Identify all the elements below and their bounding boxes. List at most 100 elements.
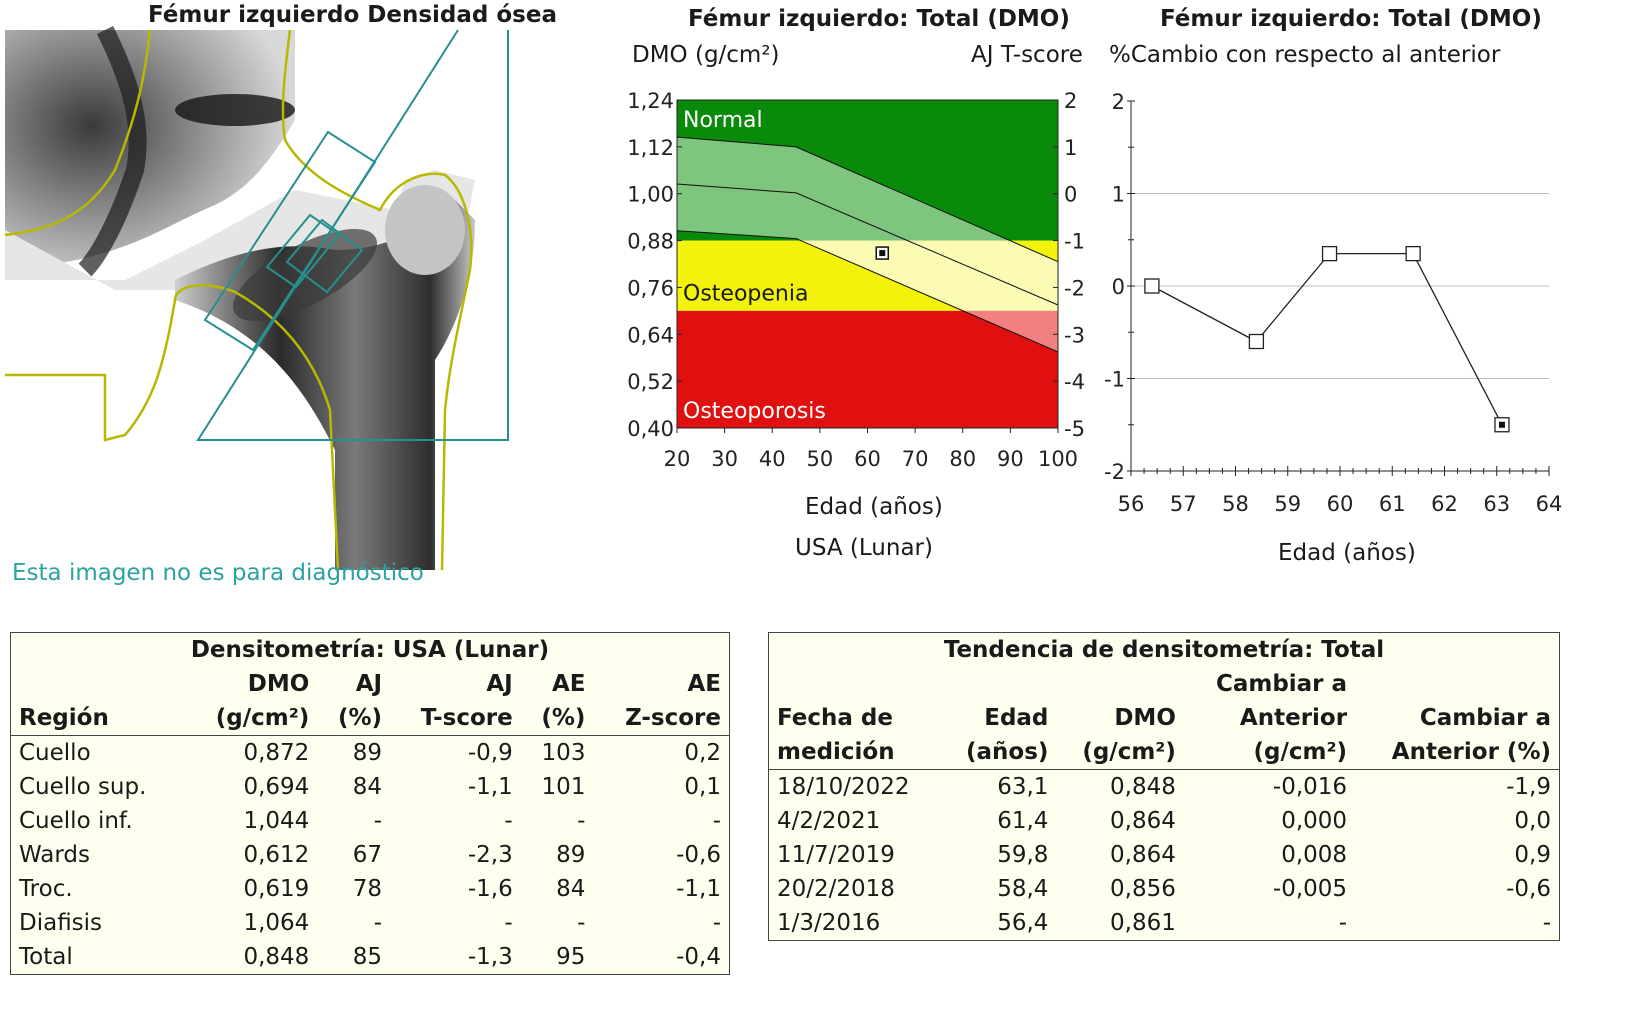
table-row: Cuello 0,872 89 -0,9 103 0,2: [11, 736, 729, 771]
t-score-tick-label: 2: [1064, 89, 1077, 113]
y-tick-label: 1,12: [627, 136, 674, 160]
table-cell: -0,016: [1272, 774, 1348, 800]
band-upper-line: [676, 136, 1059, 263]
femur-scan-image: [4, 25, 510, 571]
header-cell: AE: [551, 671, 586, 697]
zone-label-normal: Normal: [683, 108, 763, 133]
table-cell: Cuello sup.: [19, 774, 147, 800]
table-cell: 0,856: [1110, 876, 1176, 902]
t-score-tick-label: -4: [1064, 370, 1085, 394]
table-cell: Total: [19, 944, 73, 970]
table-cell: 0,000: [1281, 808, 1348, 834]
femur-title: Fémur izquierdo Densidad ósea: [148, 2, 557, 28]
table-cell: -: [504, 808, 513, 834]
table-cell: 18/10/2022: [777, 774, 910, 800]
table-cell: Diafisis: [19, 910, 103, 936]
header-cell: Z-score: [593, 701, 729, 736]
table-cell: 101: [541, 774, 586, 800]
y-tick-label: 0: [1112, 275, 1125, 299]
x-tick-label: 100: [1038, 447, 1078, 471]
band-mean-line: [676, 183, 1059, 306]
x-tick-label: 80: [949, 447, 976, 471]
table-cell: -: [577, 910, 586, 936]
header-cell: AJ: [355, 671, 383, 697]
table-cell: -1,6: [467, 876, 513, 902]
header-cell: T-score: [390, 701, 521, 736]
header-cell: [11, 667, 185, 701]
x-tick-label: 57: [1170, 492, 1197, 516]
t-score-tick-label: -2: [1064, 276, 1085, 300]
change-series-line: [1151, 252, 1503, 426]
header-cell: AE: [687, 671, 721, 697]
header-cell: [769, 667, 942, 701]
table-cell: 0,848: [243, 944, 310, 970]
x-tick-label: 40: [759, 447, 786, 471]
band-lower-line: [676, 230, 1059, 353]
table-cell: 89: [556, 842, 586, 868]
table-cell: 4/2/2021: [777, 808, 881, 834]
y-tick-label: 0,40: [627, 417, 674, 441]
table-cell: 58,4: [997, 876, 1049, 902]
chart1-title: Fémur izquierdo: Total (DMO): [688, 6, 1070, 32]
table-cell: -: [373, 808, 383, 834]
table-cell: 1,064: [243, 910, 310, 936]
header-cell: DMO: [247, 671, 310, 697]
disclaimer-text: Esta imagen no es para diagnóstico: [12, 560, 424, 586]
x-tick-label: 58: [1222, 492, 1249, 516]
y-tick-label: 0,76: [627, 276, 674, 300]
table-cell: 63,1: [997, 774, 1049, 800]
trend-table: Tendencia de densitometría: Total Cambia…: [768, 632, 1560, 941]
table-cell: 67: [352, 842, 383, 868]
t-score-tick-label: 1: [1064, 136, 1077, 160]
header-cell: (g/cm²): [1056, 735, 1184, 770]
data-point: [1321, 245, 1338, 262]
table-cell: -0,6: [676, 842, 721, 868]
table-cell: 0,1: [684, 774, 721, 800]
table-cell: -0,6: [1506, 876, 1551, 902]
table-cell: 0,008: [1281, 842, 1348, 868]
x-tick-label: 20: [664, 447, 691, 471]
header-cell: (años): [941, 735, 1057, 770]
table-row: 18/10/2022 63,1 0,848 -0,016 -1,9: [769, 770, 1559, 805]
y-tick-label: 2: [1112, 90, 1125, 114]
header-cell: (g/cm²): [184, 701, 318, 736]
header-cell: DMO: [1114, 705, 1176, 731]
t-score-tick-label: -5: [1064, 417, 1085, 441]
table-row: Total 0,848 85 -1,3 95 -0,4: [11, 940, 729, 974]
header-cell: [1355, 667, 1559, 701]
patient-point-center: [879, 250, 886, 257]
table-cell: -2,3: [467, 842, 513, 868]
table-cell: -0,4: [676, 944, 721, 970]
table-row: Diafisis 1,064 - - - -: [11, 906, 729, 940]
table-cell: 0,612: [243, 842, 310, 868]
chart1-xlabel: Edad (años): [805, 494, 943, 520]
table-cell: -: [577, 808, 586, 834]
x-tick-label: 30: [711, 447, 738, 471]
table-cell: -0,005: [1272, 876, 1348, 902]
header-cell: Anterior: [1239, 705, 1348, 731]
x-tick-label: 60: [854, 447, 881, 471]
table-row: 20/2/2018 58,4 0,856 -0,005 -0,6: [769, 872, 1559, 906]
table-row: Troc. 0,619 78 -1,6 84 -1,1: [11, 872, 729, 906]
t-score-tick-label: 0: [1064, 183, 1077, 207]
table-cell: Cuello inf.: [19, 808, 133, 834]
table-cell: 0,848: [1110, 774, 1176, 800]
data-point: [1405, 245, 1421, 262]
zone-label-osteoporosis: Osteoporosis: [683, 399, 826, 424]
table-cell: -0,9: [467, 740, 513, 766]
table-cell: -: [504, 910, 513, 936]
table-cell: 84: [352, 774, 383, 800]
trend-caption: Tendencia de densitometría: Total: [943, 637, 1385, 663]
table-cell: 0,2: [684, 740, 721, 766]
header-cell: Cambiar a: [1215, 671, 1348, 697]
header-cell: medición: [769, 735, 942, 770]
table-cell: 1,044: [243, 808, 310, 834]
t-score-tick-label: -3: [1064, 323, 1085, 347]
table-row: 11/7/2019 59,8 0,864 0,008 0,9: [769, 838, 1559, 872]
table-cell: 0,694: [243, 774, 310, 800]
zone-label-osteopenia: Osteopenia: [683, 281, 808, 306]
chart1-reference: USA (Lunar): [795, 535, 933, 561]
table-cell: 20/2/2018: [777, 876, 895, 902]
table-cell: 1/3/2016: [777, 910, 881, 936]
